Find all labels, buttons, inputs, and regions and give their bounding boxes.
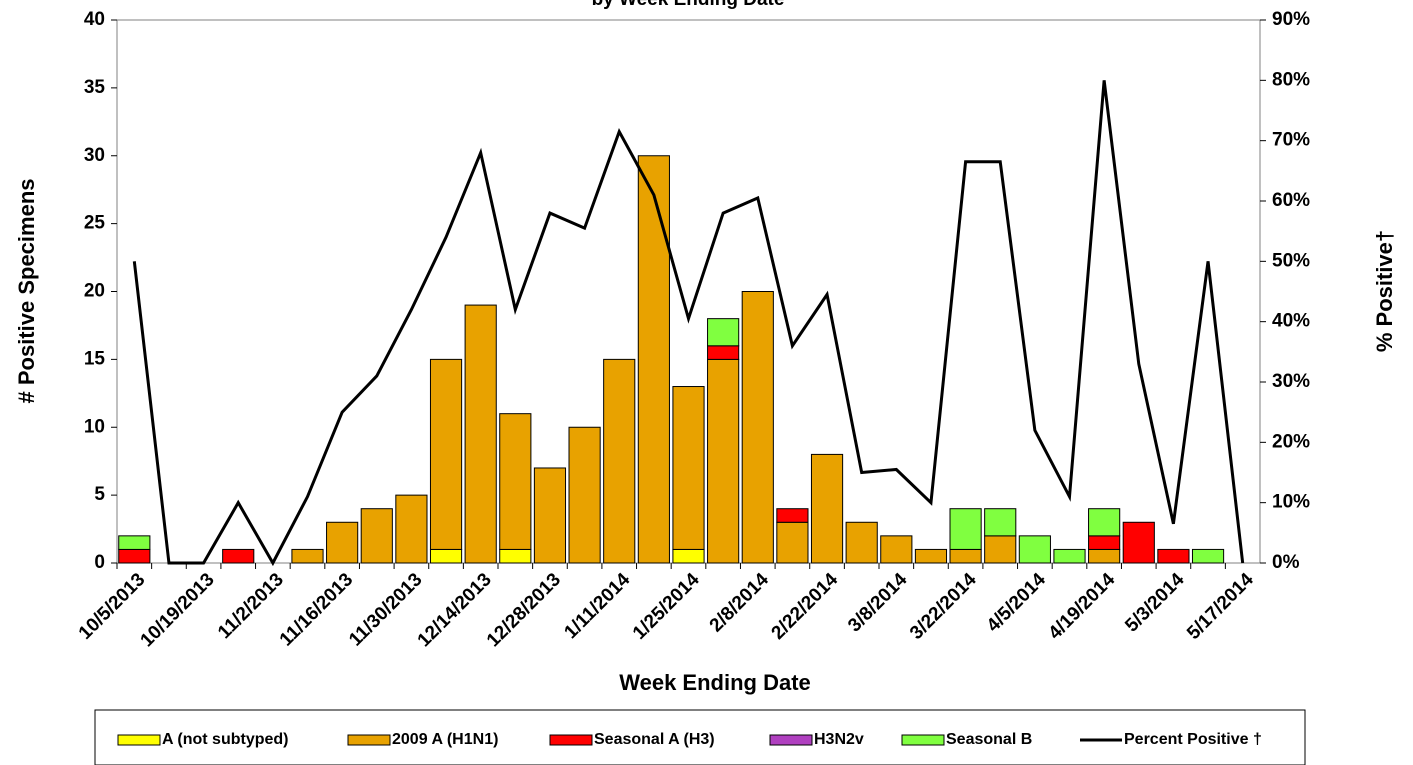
bar-segment [360, 508, 393, 564]
bar-segment [707, 318, 740, 347]
y2-tick-label: 30% [1272, 371, 1310, 392]
bar-segment [810, 453, 844, 564]
x-tick-label: 12/14/2013 [414, 569, 496, 651]
x-tick-label: 1/25/2014 [629, 569, 704, 644]
bar-segment [949, 548, 982, 564]
bar-segment [880, 535, 913, 564]
y-tick-label: 25 [84, 213, 106, 234]
bar-segment [637, 155, 670, 564]
legend-swatch [769, 734, 813, 746]
bar-segment [429, 358, 463, 550]
y-tick-label: 0 [94, 552, 105, 573]
x-tick-label: 12/28/2013 [483, 569, 565, 651]
bar-segment [118, 535, 151, 550]
bar-segment [984, 508, 1017, 537]
legend-label: Percent Positive † [1124, 731, 1262, 748]
bar-segment [603, 358, 636, 564]
bar-segment [1053, 548, 1086, 564]
x-tick-label: 10/19/2013 [137, 569, 219, 651]
y-tick-label: 15 [84, 348, 106, 369]
y2-tick-label: 0% [1272, 552, 1300, 573]
bar-segment [291, 548, 324, 564]
x-tick-label: 5/3/2014 [1121, 569, 1188, 636]
legend-label: 2009 A (H1N1) [392, 731, 498, 748]
bar-segment [1157, 548, 1190, 564]
x-tick-label: 4/5/2014 [983, 569, 1050, 636]
y2-tick-label: 40% [1272, 311, 1310, 332]
bar-segment [1088, 535, 1121, 550]
x-tick-label: 4/19/2014 [1045, 569, 1120, 644]
bar-segment [222, 548, 255, 564]
bar-segment [914, 548, 948, 564]
y2-tick-label: 80% [1272, 69, 1310, 90]
y2-tick-label: 10% [1272, 492, 1310, 513]
x-axis-label: Week Ending Date [619, 670, 811, 695]
legend-swatch [117, 734, 161, 746]
line-series [132, 80, 1245, 567]
bar-segment [499, 548, 532, 564]
bar-segment [429, 548, 463, 564]
legend-label: Seasonal A (H3) [594, 731, 715, 748]
y-tick-label: 40 [84, 9, 105, 30]
legend-swatch [901, 734, 945, 746]
bar-segment [776, 521, 809, 564]
bar-segment [499, 413, 532, 550]
y2-tick-label: 70% [1272, 130, 1310, 151]
legend-box [94, 709, 1306, 765]
legend-label: H3N2v [814, 731, 864, 748]
y-tick-label: 10 [84, 416, 105, 437]
legend-label: Seasonal B [946, 731, 1032, 748]
bar-segment [1088, 548, 1121, 564]
bar-segment [845, 521, 878, 564]
bar-segment [707, 345, 740, 360]
bar-segment [464, 304, 497, 564]
bar-segment [568, 426, 601, 564]
x-tick-label: 11/16/2013 [276, 569, 357, 650]
bar-segment [741, 291, 774, 564]
chart-title: by Week Ending Date [592, 0, 785, 10]
y-axis-label: # Positive Specimens [14, 179, 39, 404]
legend-swatch [549, 734, 593, 746]
y2-tick-label: 20% [1272, 431, 1310, 452]
y-tick-label: 35 [84, 77, 106, 98]
bar-segment [395, 494, 428, 564]
y2-tick-label: 60% [1272, 190, 1310, 211]
legend-swatch [347, 734, 391, 746]
y2-tick-label: 90% [1272, 9, 1310, 30]
x-tick-label: 1/11/2014 [560, 569, 634, 643]
y-tick-label: 30 [84, 145, 105, 166]
y-tick-label: 20 [84, 281, 105, 302]
bar-segment [1122, 521, 1155, 564]
x-tick-label: 11/2/2013 [214, 569, 288, 643]
y2-tick-label: 50% [1272, 250, 1310, 271]
bar-segment [1018, 535, 1051, 564]
x-tick-label: 2/22/2014 [768, 569, 843, 644]
bar-segment [949, 508, 982, 550]
bar-segment [533, 467, 567, 564]
x-tick-label: 3/8/2014 [844, 569, 911, 636]
x-tick-label: 10/5/2013 [75, 569, 150, 644]
bar-segment [707, 358, 740, 564]
bar-segment [672, 548, 705, 564]
bar-segment [672, 386, 705, 550]
y2-axis-label: % Positive† [1372, 230, 1397, 352]
bar-segment [326, 521, 359, 564]
legend-label: A (not subtyped) [162, 731, 289, 748]
y-tick-label: 5 [94, 484, 105, 505]
bar-segment [1088, 508, 1121, 537]
bar-segment [1191, 548, 1225, 564]
bar-segment [984, 535, 1017, 564]
x-tick-label: 2/8/2014 [706, 569, 773, 636]
bar-segment [118, 548, 151, 564]
x-tick-label: 5/17/2014 [1183, 569, 1258, 644]
x-tick-label: 3/22/2014 [906, 569, 981, 644]
bar-segment [776, 508, 809, 523]
